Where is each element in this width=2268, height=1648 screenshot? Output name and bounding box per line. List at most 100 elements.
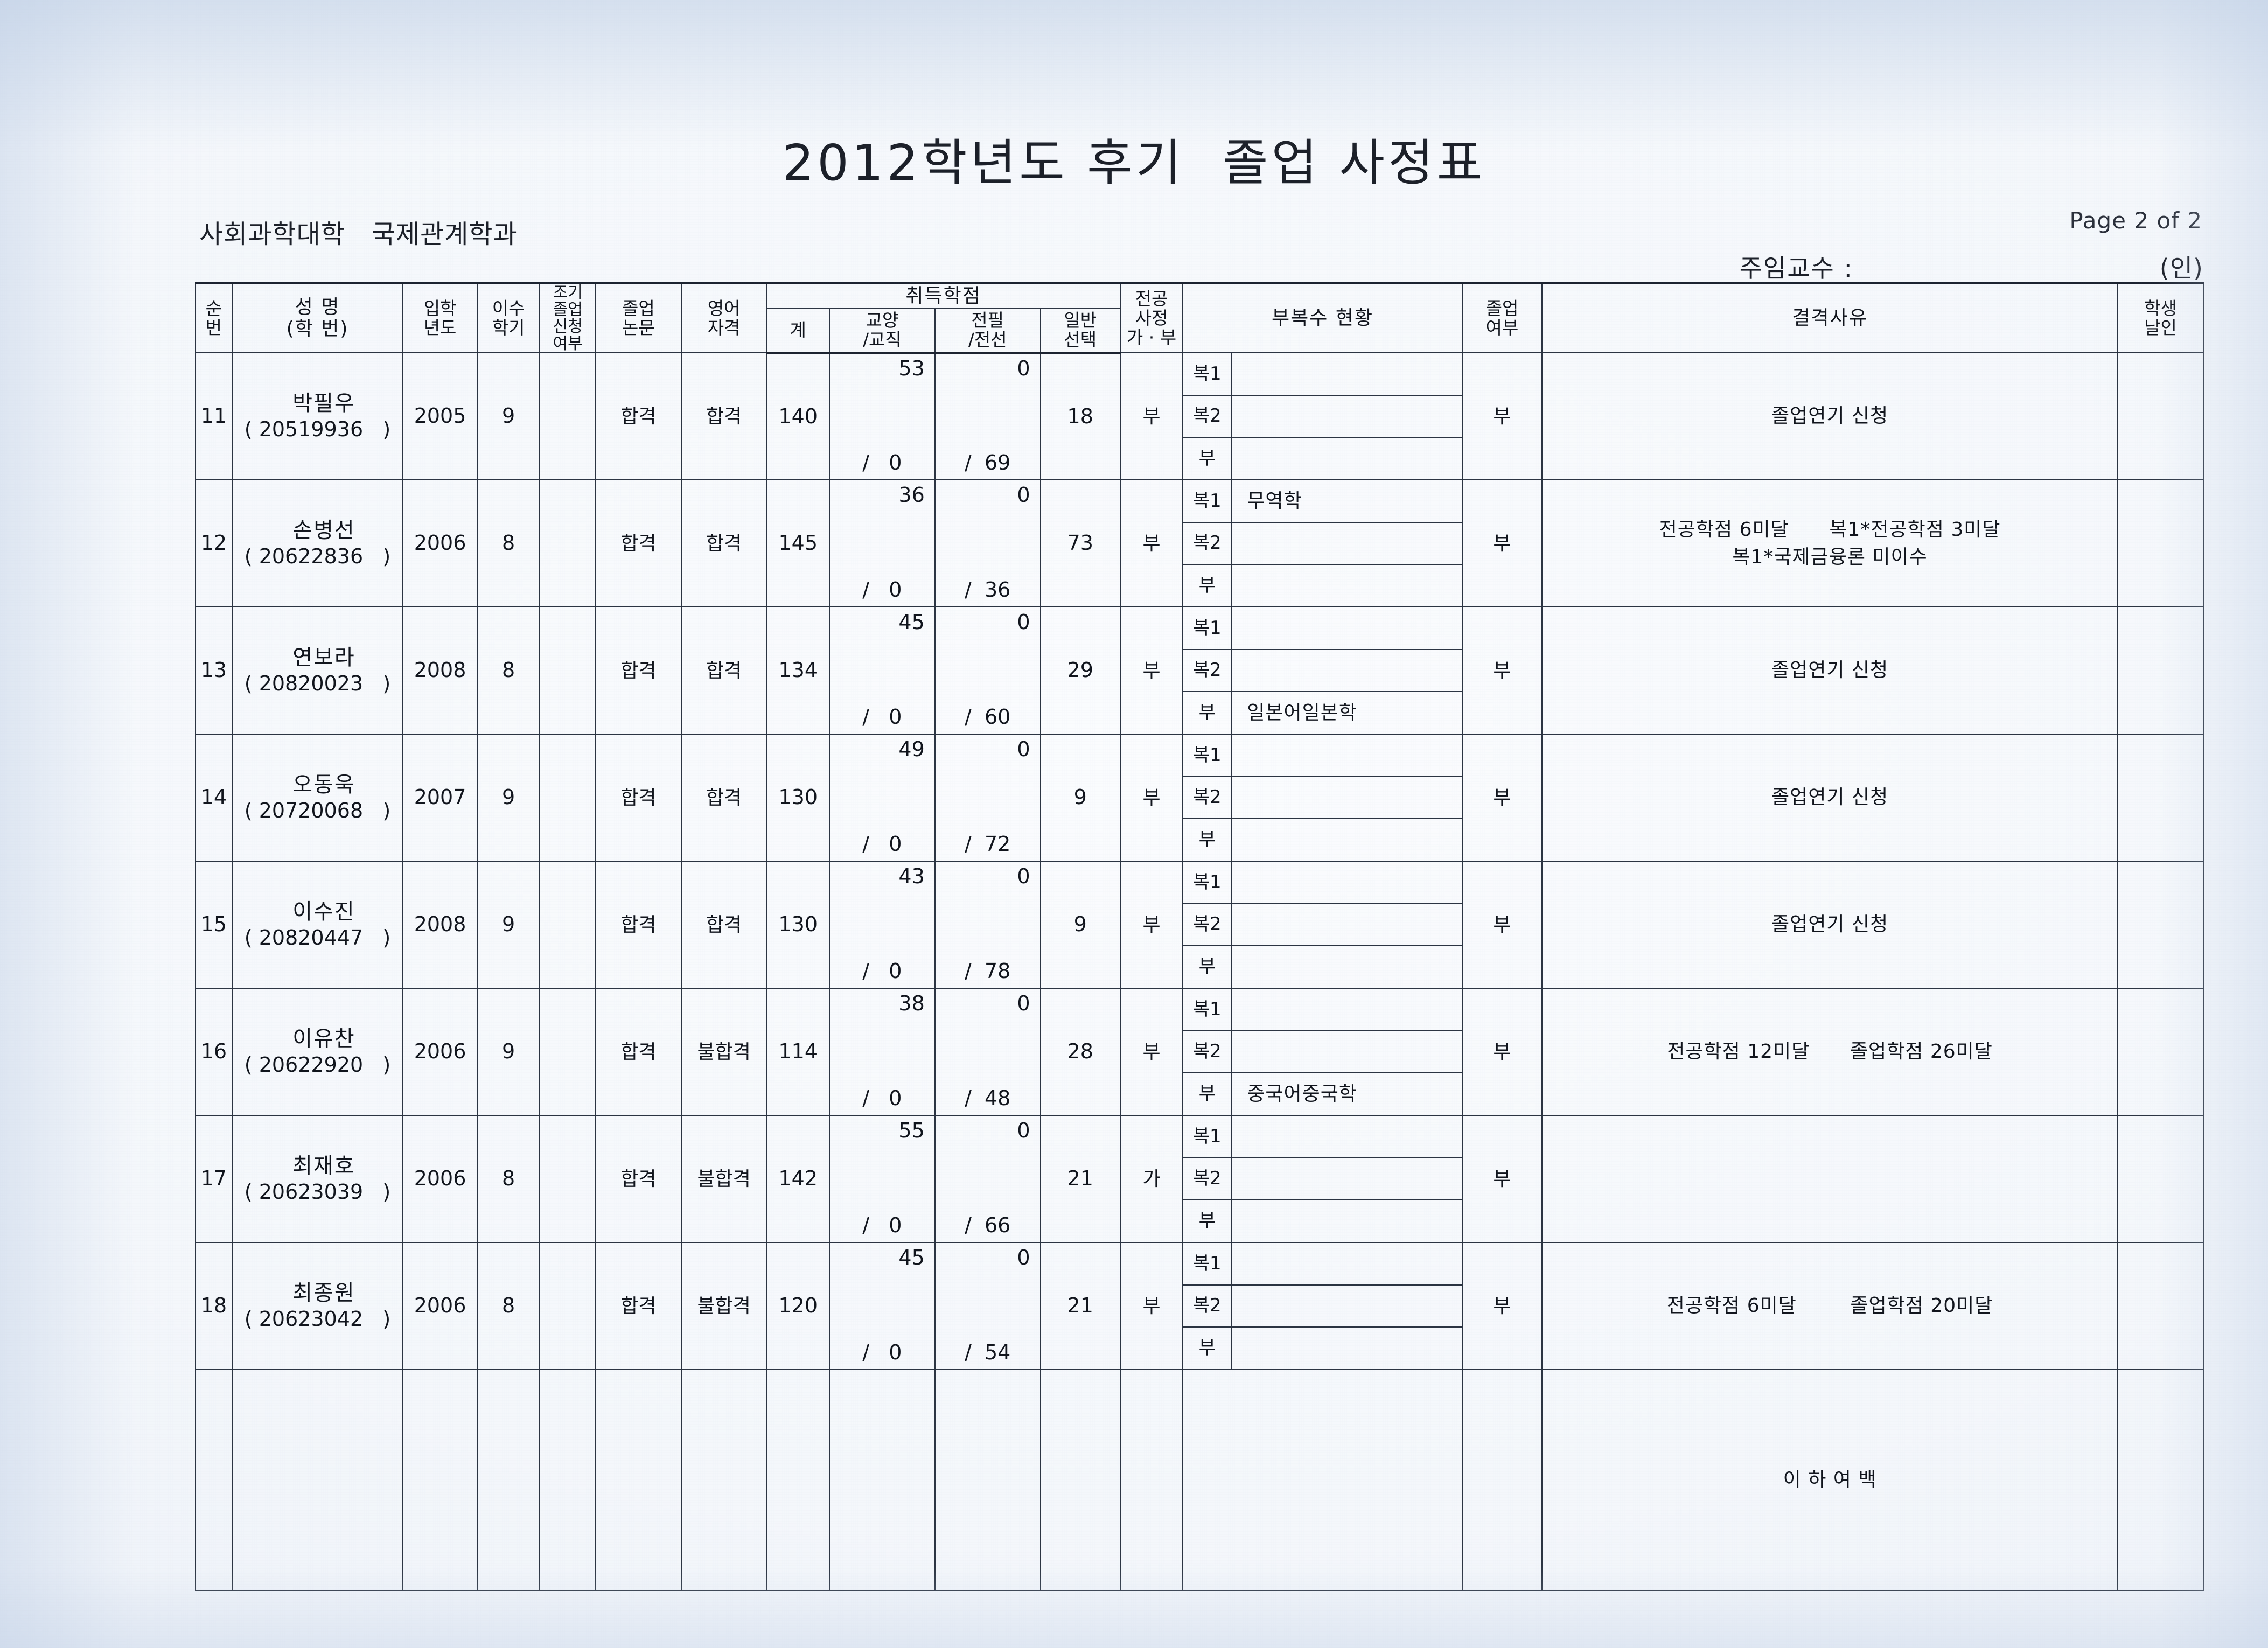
- cell-english-qualification: 합격: [680, 606, 767, 735]
- double-major-label: 부: [1183, 819, 1232, 861]
- cell-credits-major: 0/ 48: [934, 988, 1041, 1116]
- cell-credits-general: 9: [1039, 734, 1121, 862]
- cell-name: 이수진( 20820447 ): [231, 861, 404, 989]
- cell-english-qualification: 합격: [680, 734, 767, 862]
- cell-student-seal: [2117, 479, 2204, 607]
- empty-cell: [934, 1369, 1041, 1591]
- cell-admission-year: 2007: [402, 734, 478, 862]
- cell-credits-liberal: 49/ 0: [828, 734, 936, 862]
- cell-credits-general: 29: [1039, 606, 1121, 735]
- cell-double-major: 복1 복2 부: [1182, 861, 1463, 989]
- cell-english-qualification: 합격: [680, 479, 767, 607]
- college-department-label: 사회과학대학 국제관계학과: [199, 219, 518, 249]
- cell-reason: 졸업연기 신청: [1541, 606, 2119, 735]
- double-major-value: [1232, 1158, 1462, 1200]
- double-major-label: 복2: [1183, 650, 1232, 692]
- cell-admission-year: 2006: [402, 479, 478, 607]
- double-major-value: [1232, 1116, 1462, 1157]
- double-major-row: 복2: [1183, 1158, 1462, 1201]
- cell-credits-total: 140: [766, 352, 830, 480]
- double-major-row: 부: [1183, 1200, 1462, 1242]
- cell-credits-total: 134: [766, 606, 830, 735]
- cell-early-graduation: [539, 1242, 596, 1370]
- double-major-label: 복1: [1183, 735, 1232, 776]
- double-major-value: [1232, 1200, 1462, 1242]
- empty-cell: [766, 1369, 830, 1591]
- double-major-row: 복1: [1183, 862, 1462, 904]
- cell-semesters: 9: [476, 352, 541, 480]
- double-major-label: 부: [1183, 692, 1232, 734]
- cell-semesters: 9: [476, 861, 541, 989]
- double-major-value: [1232, 735, 1462, 776]
- cell-no: 16: [195, 988, 233, 1116]
- cell-reason: [1541, 1115, 2119, 1243]
- th-name: 성 명 (학 번): [231, 282, 404, 353]
- cell-admission-year: 2006: [402, 1242, 478, 1370]
- double-major-row: 부: [1183, 565, 1462, 607]
- double-major-value: [1232, 904, 1462, 946]
- cell-thesis: 합격: [595, 479, 682, 607]
- double-major-label: 부: [1183, 565, 1232, 607]
- cell-credits-liberal: 36/ 0: [828, 479, 936, 607]
- double-major-row: 복1: [1183, 989, 1462, 1031]
- double-major-row: 부: [1183, 438, 1462, 480]
- double-major-row: 복2: [1183, 395, 1462, 438]
- double-major-label: 복1: [1183, 480, 1232, 522]
- table-row: 11 박필우( 20519936 ) 2005 9 합격 합격 140 53/ 0 0/ 69 1…: [195, 352, 2204, 480]
- double-major-label: 복2: [1183, 395, 1232, 437]
- table-row: 18 최종원( 20623042 ) 2006 8 합격 불합격 120 45/ 0 0/ 54…: [195, 1242, 2204, 1370]
- cell-graduate-status: 부: [1461, 861, 1543, 989]
- cell-semesters: 8: [476, 479, 541, 607]
- cell-early-graduation: [539, 734, 596, 862]
- cell-admission-year: 2006: [402, 988, 478, 1116]
- double-major-value: [1232, 607, 1462, 649]
- th-credits-group: 취득학점: [766, 281, 1121, 309]
- double-major-row: 부 중국어중국학: [1183, 1073, 1462, 1115]
- th-reason: 결격사유: [1541, 282, 2119, 353]
- cell-major-review: 부: [1119, 734, 1184, 862]
- cell-double-major: 복1 복2 부 일본어일본학: [1182, 606, 1463, 735]
- double-major-label: 복1: [1183, 1243, 1232, 1284]
- double-major-label: 복1: [1183, 862, 1232, 903]
- double-major-value: [1232, 946, 1462, 988]
- cell-early-graduation: [539, 861, 596, 989]
- cell-double-major: 복1 무역학 복2 부: [1182, 479, 1463, 607]
- cell-graduate-status: 부: [1461, 734, 1543, 862]
- cell-reason: 졸업연기 신청: [1541, 734, 2119, 862]
- cell-student-seal: [2117, 988, 2204, 1116]
- table-row: 16 이유찬( 20622920 ) 2006 9 합격 불합격 114 38/ 0 0/ 48…: [195, 988, 2204, 1116]
- cell-credits-major: 0/ 54: [934, 1242, 1041, 1370]
- double-major-value: [1232, 438, 1462, 479]
- cell-early-graduation: [539, 479, 596, 607]
- cell-early-graduation: [539, 988, 596, 1116]
- cell-graduate-status: 부: [1461, 1242, 1543, 1370]
- cell-reason: 전공학점 12미달 졸업학점 26미달: [1541, 988, 2119, 1116]
- cell-admission-year: 2008: [402, 861, 478, 989]
- double-major-label: 복2: [1183, 1285, 1232, 1327]
- cell-reason: 전공학점 6미달 졸업학점 20미달: [1541, 1242, 2119, 1370]
- double-major-label: 복1: [1183, 607, 1232, 649]
- cell-credits-total: 120: [766, 1242, 830, 1370]
- double-major-value: [1232, 353, 1462, 395]
- double-major-label: 복1: [1183, 989, 1232, 1030]
- th-major-review: 전공 사정 가 · 부: [1119, 282, 1184, 353]
- cell-semesters: 9: [476, 988, 541, 1116]
- header-row-top: 순 번 성 명 (학 번) 입학 년도 이수 학기 조기 졸업 신청 여부 졸업…: [195, 281, 2204, 353]
- th-student-seal: 학생 날인: [2117, 282, 2204, 353]
- double-major-label: 복2: [1183, 522, 1232, 564]
- table-header: 순 번 성 명 (학 번) 입학 년도 이수 학기 조기 졸업 신청 여부 졸업…: [195, 281, 2204, 354]
- cell-credits-liberal: 38/ 0: [828, 988, 936, 1116]
- cell-graduate-status: 부: [1461, 352, 1543, 480]
- cell-no: 18: [195, 1242, 233, 1370]
- table-row: 13 연보라( 20820023 ) 2008 8 합격 합격 134 45/ 0 0/ 60 2…: [195, 606, 2204, 735]
- cell-no: 17: [195, 1115, 233, 1243]
- th-credits-major: 전필 /전선: [934, 308, 1041, 354]
- double-major-row: 복1 무역학: [1183, 480, 1462, 523]
- double-major-label: 부: [1183, 1328, 1232, 1370]
- double-major-value: [1232, 523, 1462, 564]
- cell-credits-general: 28: [1039, 988, 1121, 1116]
- cell-double-major: 복1 복2 부: [1182, 1115, 1463, 1243]
- cell-name: 연보라( 20820023 ): [231, 606, 404, 735]
- double-major-label: 부: [1183, 1073, 1232, 1115]
- cell-graduate-status: 부: [1461, 1115, 1543, 1243]
